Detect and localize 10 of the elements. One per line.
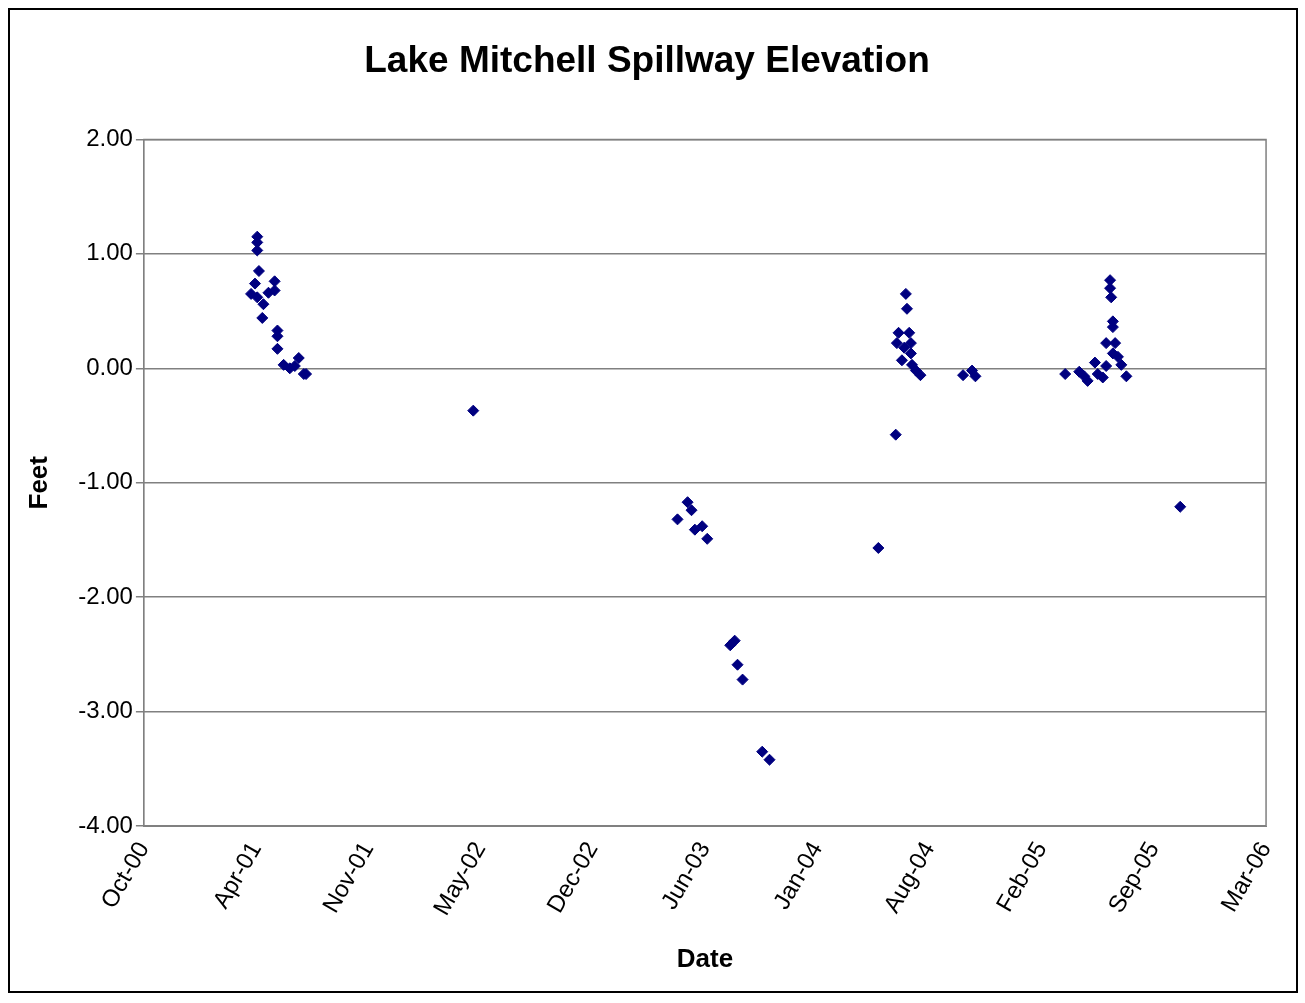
y-tick-label: -1.00 bbox=[78, 467, 133, 495]
x-axis-title: Date bbox=[676, 942, 734, 973]
y-tick-label: -3.00 bbox=[78, 696, 133, 724]
chart-title: Lake Mitchell Spillway Elevation bbox=[364, 39, 930, 81]
y-tick-label: 2.00 bbox=[86, 124, 133, 152]
y-axis-title: Feet bbox=[22, 455, 53, 510]
y-tick-label: 0.00 bbox=[86, 352, 133, 380]
y-tick-label: -2.00 bbox=[78, 581, 133, 609]
y-tick-label: 1.00 bbox=[86, 238, 133, 266]
y-tick-label: -4.00 bbox=[78, 810, 133, 838]
